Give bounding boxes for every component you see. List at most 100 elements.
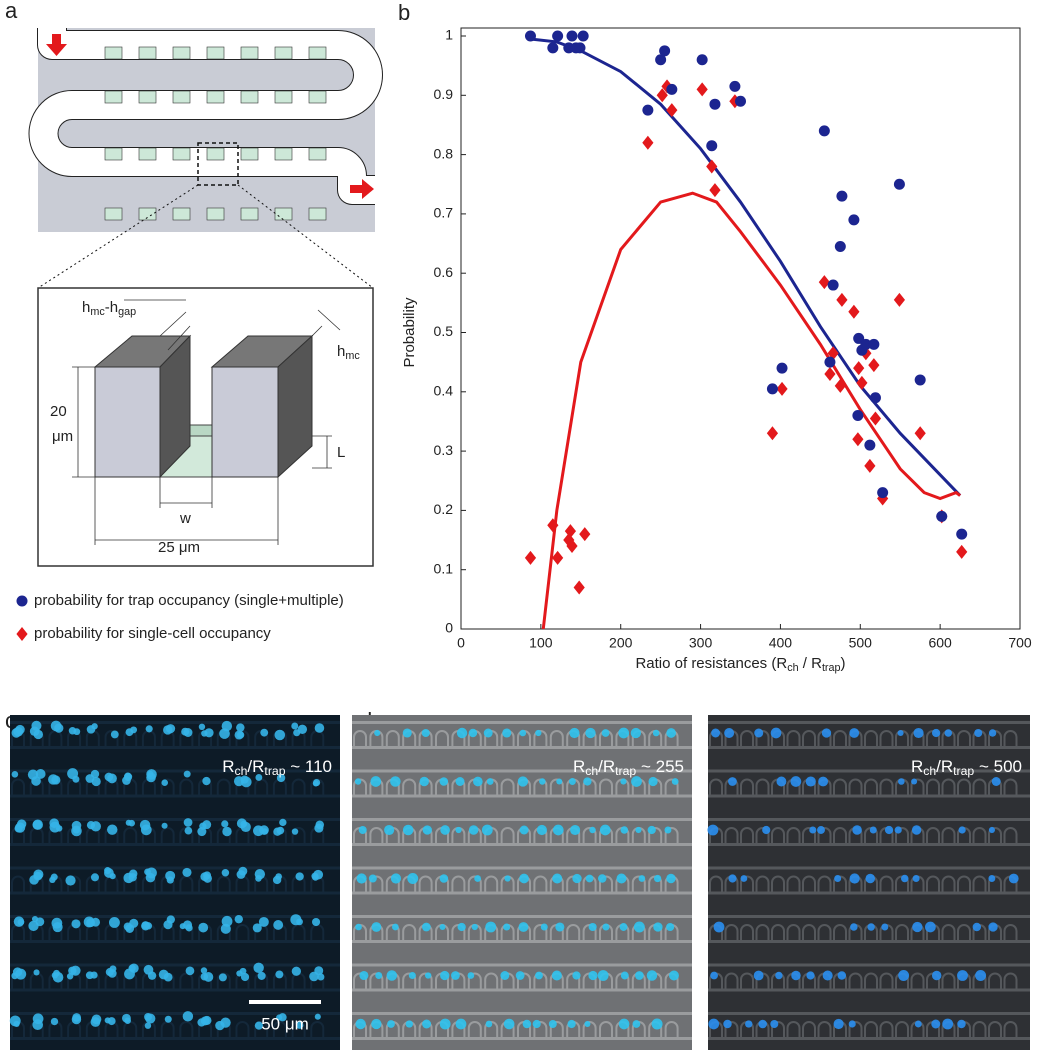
y-tick-label: 0.8 <box>434 145 454 161</box>
cell <box>140 824 152 836</box>
cell <box>419 776 429 787</box>
trap <box>833 730 847 746</box>
cell <box>35 917 45 927</box>
cell <box>666 922 675 932</box>
cell <box>805 776 816 787</box>
cell <box>944 729 953 737</box>
cell <box>865 873 876 884</box>
cell <box>833 1018 844 1030</box>
cell <box>129 963 139 974</box>
cell <box>236 723 245 732</box>
trap <box>308 147 327 161</box>
cell <box>439 777 449 786</box>
cell <box>90 769 100 779</box>
cell <box>295 1021 304 1029</box>
text-part: ) <box>841 655 846 672</box>
cell <box>258 916 269 927</box>
trap <box>274 46 293 60</box>
cell <box>942 1018 954 1030</box>
cell <box>572 971 581 980</box>
cell <box>711 728 721 738</box>
point <box>552 550 564 565</box>
cell <box>50 1017 59 1026</box>
panel-label: a <box>5 0 18 23</box>
trap <box>941 875 956 892</box>
trap <box>451 875 466 892</box>
cell <box>374 729 381 737</box>
cell <box>588 970 598 981</box>
point <box>868 358 880 373</box>
cell <box>295 872 304 881</box>
trap <box>786 1021 801 1037</box>
cell <box>635 826 642 834</box>
cell <box>276 826 285 835</box>
cell <box>144 1022 152 1029</box>
cell <box>203 871 212 880</box>
point <box>818 275 830 290</box>
trap <box>786 827 801 843</box>
cell <box>821 728 832 738</box>
cell <box>633 921 645 933</box>
cell <box>125 924 135 933</box>
point <box>524 550 537 565</box>
cell <box>221 869 230 877</box>
cell <box>972 922 982 932</box>
cell <box>619 923 628 931</box>
cell <box>911 825 922 835</box>
channel-wall <box>10 818 340 821</box>
cell <box>355 923 362 931</box>
channel-wall <box>708 769 1030 773</box>
cell <box>314 723 325 733</box>
cell <box>32 819 43 830</box>
channel-wall <box>708 1037 1030 1040</box>
trap <box>740 875 754 892</box>
cell <box>762 825 771 835</box>
block-front <box>211 366 279 478</box>
cell <box>13 916 25 927</box>
cell <box>354 778 362 785</box>
trap <box>1003 778 1018 795</box>
trap <box>864 730 878 746</box>
point <box>856 375 868 390</box>
trap <box>864 778 878 795</box>
trap <box>308 90 327 104</box>
cell <box>359 970 369 981</box>
cell <box>424 972 432 979</box>
cell <box>881 923 889 931</box>
channel-wall <box>10 915 340 918</box>
cell <box>620 971 629 980</box>
cell <box>106 824 118 835</box>
cell <box>392 923 399 931</box>
trap <box>848 1021 863 1037</box>
cell <box>199 822 207 830</box>
point <box>848 214 860 226</box>
point <box>848 304 860 319</box>
y-tick-label: 0 <box>445 620 453 636</box>
trap <box>308 46 327 60</box>
trap <box>418 972 433 989</box>
cell <box>668 970 679 981</box>
trap <box>879 778 894 795</box>
cell <box>51 775 61 785</box>
point <box>818 125 830 137</box>
chip-body <box>38 28 375 232</box>
trap <box>941 778 956 795</box>
channel-wall <box>708 746 1030 749</box>
cell <box>405 1020 413 1028</box>
cell <box>631 776 642 787</box>
cell <box>583 777 592 786</box>
trap <box>1003 972 1018 989</box>
cell <box>166 876 174 884</box>
point <box>666 103 678 118</box>
channel-wall <box>352 915 692 918</box>
cell <box>646 970 658 981</box>
cell <box>107 1017 116 1026</box>
cell <box>776 776 787 787</box>
cell <box>254 1021 264 1030</box>
x-tick-label: 400 <box>769 635 793 651</box>
cell <box>451 971 460 980</box>
point <box>564 524 577 539</box>
cell <box>468 728 478 738</box>
channel-wall <box>352 769 692 773</box>
cell <box>584 1020 591 1028</box>
